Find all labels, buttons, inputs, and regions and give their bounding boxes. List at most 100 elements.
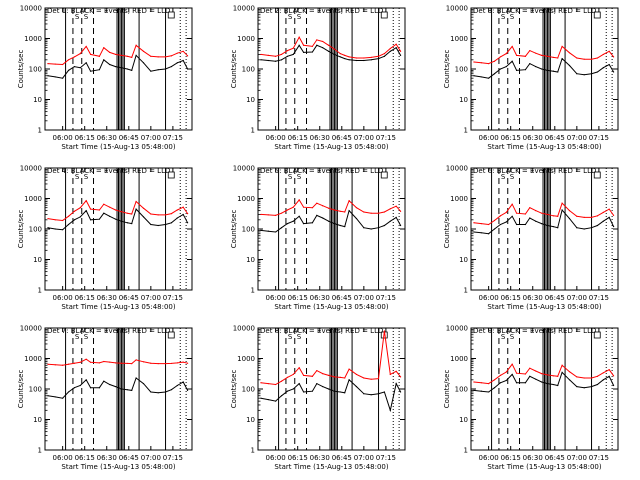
- x-axis-label: Start Time (15-Aug-13 05:48:00): [61, 303, 175, 311]
- events-data-point: [557, 71, 559, 73]
- lld-data-point: [186, 55, 189, 57]
- events-data-point: [333, 53, 336, 56]
- x-tick-label: 07:15: [163, 134, 183, 142]
- x-tick-label: 06:45: [332, 294, 352, 302]
- chart-title: Det 4: BLACK = Events, RED = LLD: [47, 167, 170, 175]
- annotation-label: S: [501, 13, 506, 21]
- events-data-point: [186, 222, 189, 224]
- y-tick-label: 10000: [20, 5, 42, 13]
- lld-data-point: [348, 56, 350, 58]
- events-data-point: [176, 384, 178, 387]
- events-data-point: [540, 381, 543, 383]
- lld-data-point: [267, 383, 269, 385]
- events-data-point: [286, 390, 288, 392]
- events-data-point: [568, 379, 571, 381]
- events-data-point: [383, 224, 386, 227]
- lld-data-point: [524, 55, 526, 57]
- lld-data-point: [131, 213, 133, 215]
- x-axis-label: Start Time (15-Aug-13 05:48:00): [274, 303, 388, 311]
- events-data-point: [186, 389, 189, 391]
- lld-data-point: [535, 370, 537, 372]
- lld-data-point: [511, 363, 513, 365]
- annotation-label: S: [510, 333, 515, 341]
- chart-panel-5: Det 5: BLACK = Events, RED = LLD 1 10 100 10…: [230, 165, 406, 311]
- events-data-point: [142, 383, 145, 385]
- lld-series-line: [473, 202, 615, 226]
- events-data-point: [126, 68, 128, 70]
- lld-data-point: [557, 57, 559, 59]
- lld-data-point: [355, 207, 358, 209]
- lld-data-point: [583, 58, 585, 60]
- lld-data-point: [535, 52, 537, 54]
- lld-data-point: [561, 45, 563, 48]
- events-data-point: [395, 216, 397, 219]
- events-data-point: [363, 393, 365, 395]
- events-data-point: [120, 388, 123, 390]
- lld-data-point: [135, 44, 137, 46]
- events-data-point: [302, 391, 305, 393]
- events-data-point: [511, 60, 513, 62]
- lld-data-point: [546, 55, 549, 57]
- lld-data-point: [120, 362, 123, 364]
- x-tick-label: 06:00: [53, 134, 73, 142]
- y-tick-label: 1000: [24, 355, 42, 363]
- events-data-point: [182, 59, 184, 62]
- lld-data-point: [596, 215, 599, 217]
- events-data-point: [339, 391, 341, 393]
- events-data-point: [157, 69, 159, 71]
- events-data-point: [114, 65, 117, 68]
- events-series-line: [47, 377, 189, 399]
- lld-data-point: [302, 206, 305, 208]
- lld-data-point: [164, 214, 167, 216]
- events-data-point: [62, 229, 64, 231]
- lld-data-point: [157, 56, 159, 58]
- x-tick-label: 06:45: [545, 294, 565, 302]
- events-data-point: [355, 217, 358, 220]
- events-data-point: [79, 384, 81, 387]
- y-axis-label: Counts/sec: [230, 50, 238, 89]
- lld-data-point: [131, 56, 133, 59]
- x-tick-label: 07:15: [589, 454, 609, 462]
- lld-data-point: [316, 39, 318, 41]
- y-tick-label: 10: [246, 96, 255, 104]
- lld-data-point: [333, 48, 336, 50]
- events-data-point: [302, 223, 305, 225]
- events-data-point: [275, 60, 277, 62]
- events-data-point: [62, 77, 64, 79]
- lld-data-point: [552, 215, 554, 217]
- y-tick-label: 100: [455, 226, 468, 234]
- events-data-point: [524, 382, 526, 384]
- lld-data-point: [370, 56, 372, 59]
- lld-data-point: [62, 63, 64, 66]
- lld-data-point: [316, 370, 318, 372]
- events-data-point: [339, 224, 341, 227]
- lld-data-point: [612, 214, 615, 216]
- y-tick-label: 1000: [24, 35, 42, 43]
- x-axis-label: Start Time (15-Aug-13 05:48:00): [487, 463, 601, 471]
- lld-data-point: [540, 212, 543, 214]
- events-data-point: [79, 67, 81, 69]
- interval-box: [593, 11, 601, 19]
- lld-data-point: [540, 54, 543, 56]
- events-data-point: [344, 392, 346, 394]
- events-data-point: [311, 390, 313, 392]
- events-data-point: [311, 51, 313, 53]
- annotation-label: S: [501, 173, 506, 181]
- lld-data-point: [98, 362, 100, 364]
- lld-data-point: [286, 209, 288, 211]
- events-data-point: [73, 65, 75, 68]
- interval-box: [593, 171, 601, 179]
- events-data-point: [316, 214, 318, 216]
- events-data-point: [535, 65, 537, 68]
- lld-data-point: [62, 219, 64, 222]
- lld-data-point: [103, 47, 105, 49]
- events-data-point: [602, 67, 604, 69]
- events-data-point: [103, 59, 105, 61]
- events-data-point: [529, 63, 531, 65]
- events-data-point: [89, 70, 92, 72]
- lld-data-point: [395, 43, 397, 45]
- lld-data-point: [370, 378, 372, 380]
- events-data-point: [568, 217, 571, 220]
- lld-series-line: [260, 36, 402, 59]
- x-axis-label: Start Time (15-Aug-13 05:48:00): [61, 463, 175, 471]
